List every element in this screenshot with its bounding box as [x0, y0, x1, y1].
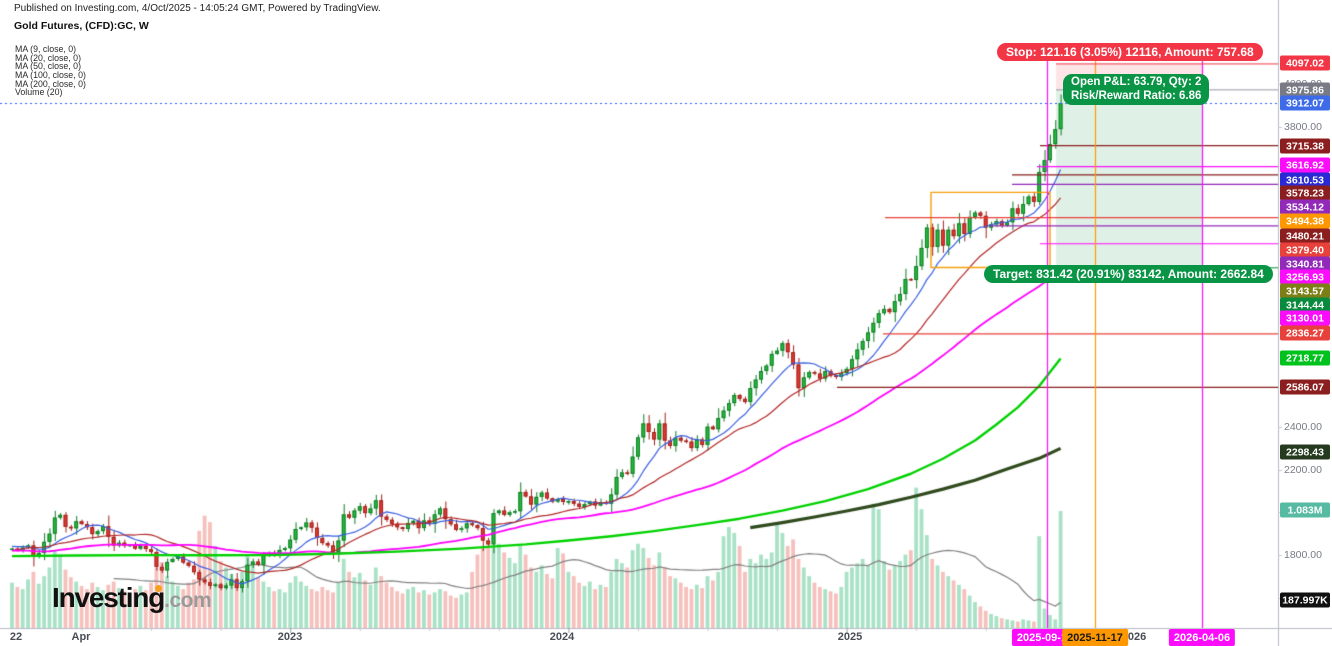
price-value-label-rectangle-bottom: 3143.57 — [1280, 283, 1330, 299]
price-value-label-ray: 3715.38 — [1280, 138, 1330, 154]
take-profit-label[interactable]: Target: 831.42 (20.91%) 83142, Amount: 2… — [984, 265, 1273, 283]
price-value-label-ma50: 3130.01 — [1280, 310, 1330, 326]
price-value-label-ray: 2586.07 — [1280, 379, 1330, 395]
price-value-label-ma9: 3610.53 — [1280, 172, 1330, 188]
price-value-label-last-price: 3912.07 — [1280, 95, 1330, 111]
time-axis-label: Apr — [71, 631, 91, 643]
investing-logo-suffix: .com — [164, 589, 212, 612]
price-value-label-ma20: 3480.21 — [1280, 228, 1330, 244]
price-value-label-ray: 3578.23 — [1280, 185, 1330, 201]
indicator-legend-row[interactable]: MA (9, close, 0) — [15, 44, 77, 54]
price-value-label-ray: 3534.12 — [1280, 199, 1330, 215]
indicator-legend-row[interactable]: MA (20, close, 0) — [15, 52, 82, 63]
investing-logo: Investing.com — [52, 582, 212, 614]
price-axis-tick: 1800.00 — [1284, 549, 1322, 561]
open-pnl-label[interactable]: Open P&L: 63.79, Qty: 2 Risk/Reward Rati… — [1063, 74, 1210, 105]
price-value-label-entry: 3975.86 — [1280, 82, 1330, 98]
price-value-label-ray: 3256.93 — [1280, 269, 1330, 285]
symbol-title: Gold Futures, (CFD):GC, W — [14, 20, 149, 32]
published-line: Published on Investing.com, 4/Oct/2025 -… — [14, 3, 381, 14]
time-axis-label: 2024 — [549, 631, 575, 643]
investing-logo-text: Investing — [52, 582, 165, 613]
indicator-legend-row[interactable]: MA (200, close, 0) — [15, 78, 86, 89]
price-axis-tick: 2400.00 — [1284, 421, 1322, 433]
price-value-label-ray: 3379.40 — [1280, 242, 1330, 258]
investing-logo-dot-icon — [155, 585, 162, 592]
indicator-legend-row[interactable]: MA (50, close, 0) — [15, 61, 82, 72]
vertical-line-date-tag[interactable]: 2025-11-17 — [1062, 629, 1128, 646]
price-value-label-rectangle-top: 3494.38 — [1280, 213, 1330, 229]
price-value-label-volume-ma: 187.997K — [1280, 592, 1330, 608]
price-value-label-ray: 3340.81 — [1280, 256, 1330, 272]
price-value-label-ray: 2836.27 — [1280, 325, 1330, 341]
indicator-legend-row[interactable]: MA (100, close, 0) — [15, 69, 86, 80]
price-value-label-ma100: 2718.77 — [1280, 350, 1330, 366]
risk-reward-line2: Risk/Reward Ratio: 6.86 — [1071, 89, 1202, 102]
price-value-label-ray: 3616.92 — [1280, 157, 1330, 173]
vertical-line-date-tag[interactable]: 2026-04-06 — [1168, 629, 1236, 646]
price-value-label-volume: 1.083M — [1280, 502, 1330, 518]
open-pnl-line1: Open P&L: 63.79, Qty: 2 — [1071, 76, 1202, 88]
time-axis-label: 2025 — [837, 631, 863, 643]
vertical-line-date-tag[interactable]: 2025-09-1 — [1011, 629, 1073, 646]
price-value-label-stop: 4097.02 — [1280, 55, 1330, 71]
time-axis-label: 22 — [9, 631, 23, 643]
time-axis-label: 2026 — [1121, 631, 1147, 643]
indicator-legend-row[interactable]: Volume (20) — [15, 87, 63, 98]
price-value-label-ma200: 2298.43 — [1280, 444, 1330, 460]
price-axis-tick: 3800.00 — [1284, 121, 1322, 133]
indicator-legend: MA (9, close, 0) MA (20, close, 0) MA (50,… — [15, 45, 86, 97]
stop-loss-label[interactable]: Stop: 121.16 (3.05%) 12116, Amount: 757.… — [997, 43, 1263, 61]
price-axis-tick: 2200.00 — [1284, 464, 1322, 476]
price-value-label-target: 3144.44 — [1280, 297, 1330, 313]
time-axis-label: 2023 — [277, 631, 303, 643]
